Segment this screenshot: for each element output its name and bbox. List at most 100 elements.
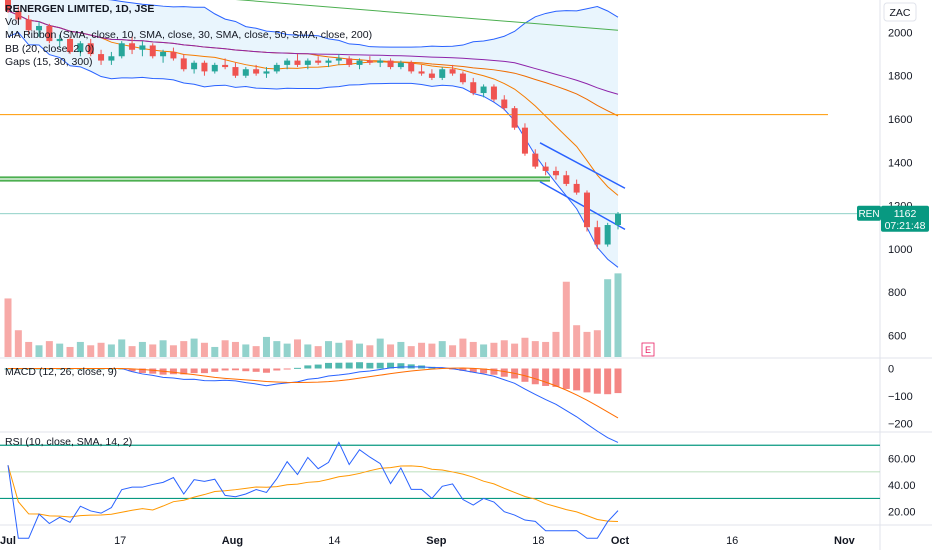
macd-histogram-bar bbox=[304, 365, 312, 369]
price-tick-label: 2000 bbox=[888, 27, 912, 39]
candle-body bbox=[25, 19, 32, 31]
candle-body bbox=[408, 62, 415, 72]
macd-histogram-bar bbox=[283, 368, 291, 370]
candle-body bbox=[459, 73, 466, 83]
macd-histogram-bar bbox=[387, 362, 395, 369]
macd-histogram-bar bbox=[149, 368, 157, 374]
candle-body bbox=[501, 99, 508, 109]
candle-body bbox=[87, 43, 94, 55]
candle-body bbox=[511, 108, 518, 128]
volume-bar bbox=[190, 338, 198, 357]
macd-histogram-bar bbox=[169, 368, 177, 375]
volume-bar bbox=[583, 331, 591, 357]
candle-body bbox=[604, 225, 611, 245]
volume-bar bbox=[459, 338, 467, 357]
candle-body bbox=[160, 51, 167, 57]
macd-histogram-bar bbox=[521, 368, 529, 382]
candle-body bbox=[325, 60, 332, 63]
candle-body bbox=[222, 64, 229, 68]
volume-bar bbox=[490, 342, 498, 357]
macd-legend[interactable]: MACD (12, 26, close, 9) bbox=[5, 366, 118, 378]
gaps-label: E bbox=[645, 345, 651, 355]
candle-body bbox=[15, 10, 22, 20]
candle-body bbox=[232, 67, 239, 76]
volume-bar bbox=[542, 341, 550, 357]
candle-body bbox=[397, 62, 404, 68]
rsi-legend[interactable]: RSI (10, close, SMA, 14, 2) bbox=[5, 436, 133, 448]
candle-body bbox=[46, 25, 53, 42]
candle-body bbox=[615, 213, 621, 226]
time-tick-label: 17 bbox=[114, 535, 126, 547]
macd-histogram-bar bbox=[314, 364, 322, 369]
candle-body bbox=[583, 192, 590, 228]
macd-histogram-bar bbox=[200, 368, 208, 374]
macd-tick-label: 0 bbox=[888, 364, 894, 376]
legend-gaps[interactable]: Gaps (15, 30, 300) bbox=[5, 55, 93, 68]
volume-bar bbox=[97, 342, 105, 357]
channel-lower-line bbox=[539, 181, 626, 230]
macd-histogram-bar bbox=[531, 368, 539, 385]
volume-bar bbox=[87, 345, 95, 357]
volume-bar bbox=[293, 339, 301, 357]
volume-bar bbox=[25, 341, 33, 357]
price-tick-label: 1000 bbox=[888, 244, 912, 256]
volume-bar bbox=[138, 341, 146, 357]
rsi-tick-label: 40.00 bbox=[888, 480, 916, 492]
currency-label: ZAC bbox=[890, 7, 911, 19]
time-tick-label: Aug bbox=[222, 535, 243, 547]
volume-bar bbox=[200, 342, 208, 357]
time-tick-label: Jul bbox=[0, 535, 16, 547]
volume-bar bbox=[56, 343, 64, 357]
candle-body bbox=[201, 62, 208, 72]
volume-bar bbox=[35, 345, 43, 357]
channel-upper-line bbox=[539, 142, 626, 189]
candle-body bbox=[377, 60, 384, 63]
macd-histogram-bar bbox=[221, 368, 229, 371]
rsi-tick-label: 60.00 bbox=[888, 454, 916, 466]
volume-bar bbox=[118, 339, 126, 357]
candle-body bbox=[439, 69, 446, 78]
volume-bar bbox=[107, 344, 115, 357]
rsi-tick-label: 20.00 bbox=[888, 507, 916, 519]
macd-histogram-bar bbox=[293, 367, 301, 369]
volume-bar bbox=[480, 344, 488, 357]
macd-histogram-bar bbox=[604, 368, 612, 395]
volume-bar bbox=[45, 341, 53, 357]
volume-bar bbox=[511, 343, 519, 357]
volume-bar bbox=[128, 346, 136, 357]
macd-histogram-bar bbox=[325, 362, 333, 369]
volume-bar bbox=[387, 344, 395, 357]
volume-bar bbox=[273, 341, 281, 357]
macd-histogram-bar bbox=[211, 368, 219, 372]
volume-bar bbox=[325, 341, 333, 357]
symbol-tag bbox=[857, 205, 881, 221]
volume-bar bbox=[262, 336, 270, 357]
bollinger-upper-line bbox=[107, 0, 619, 48]
rsi-line bbox=[7, 441, 619, 539]
legend-ma-ribbon[interactable]: MA Ribbon (SMA, close, 10, SMA, close, 3… bbox=[5, 29, 373, 42]
macd-histogram-bar bbox=[180, 368, 188, 375]
candle-body bbox=[552, 170, 559, 176]
volume-bar bbox=[593, 330, 601, 357]
macd-tick-label: −200 bbox=[888, 419, 913, 431]
last-price-value: 1162 bbox=[894, 208, 917, 220]
volume-bar bbox=[438, 341, 446, 357]
volume-bar bbox=[552, 331, 560, 357]
legend-bb[interactable]: BB (20, close, 2, 0) bbox=[5, 42, 95, 55]
legend-vol[interactable]: Vol bbox=[5, 16, 20, 29]
price-tick-label: 1600 bbox=[888, 114, 912, 126]
macd-histogram-bar bbox=[345, 362, 353, 369]
macd-histogram-bar bbox=[252, 368, 260, 372]
macd-histogram-bar bbox=[593, 368, 601, 394]
candle-body bbox=[346, 58, 353, 65]
macd-histogram-bar bbox=[128, 368, 136, 372]
volume-bar bbox=[211, 346, 219, 357]
volume-bar bbox=[76, 341, 84, 357]
volume-bar bbox=[521, 337, 529, 357]
candle-body bbox=[294, 60, 301, 65]
volume-bar bbox=[562, 281, 570, 357]
macd-histogram-bar bbox=[490, 368, 498, 375]
candle-body bbox=[273, 64, 280, 72]
candle-body bbox=[98, 54, 105, 61]
